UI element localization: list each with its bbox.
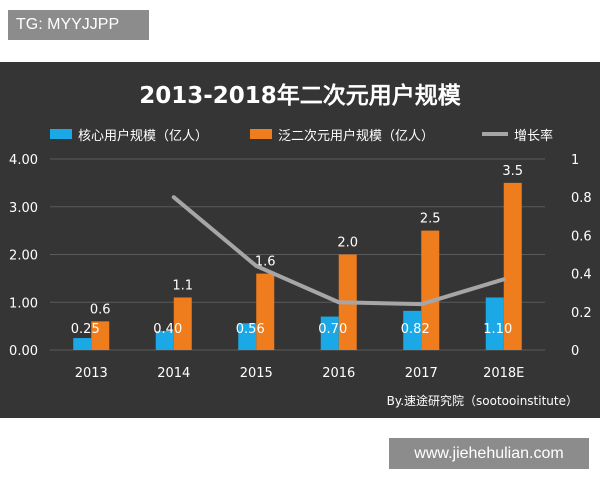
legend-pan-label: 泛二次元用户规模（亿人） <box>278 128 435 144</box>
bar-core <box>403 310 422 350</box>
y2-tick-label: 0 <box>571 344 579 359</box>
bar-pan <box>421 230 440 350</box>
y2-tick-label: 0.8 <box>571 191 592 206</box>
bar-core <box>73 338 92 350</box>
legend-core: 核心用户规模（亿人） <box>50 124 208 144</box>
legend-core-label: 核心用户规模（亿人） <box>78 128 209 144</box>
bar-core <box>320 316 339 350</box>
y-tick-label: 0.00 <box>9 344 38 359</box>
growth-line <box>171 195 506 307</box>
top-tag: TG: MYYJJPP <box>8 10 149 40</box>
bar-pan <box>173 297 192 350</box>
legend-growth-label: 增长率 <box>514 128 554 144</box>
bar-core <box>155 330 174 350</box>
legend-pan: 泛二次元用户规模（亿人） <box>250 124 434 144</box>
source-note: By.速途研究院（sootooinstitute） <box>386 394 578 408</box>
y-tick-label: 3.00 <box>9 201 38 216</box>
legend-growth-line <box>482 132 508 136</box>
legend-core-swatch <box>50 129 72 139</box>
bar-core <box>238 323 257 350</box>
y-tick-label: 2.00 <box>9 249 38 264</box>
chart-title: 2013-2018年二次元用户规模 <box>139 83 461 109</box>
y2-tick-label: 0.6 <box>571 229 592 244</box>
data-label-core: 0.25 <box>71 322 100 337</box>
y2-tick-label: 0.4 <box>571 268 592 283</box>
x-tick-label: 2018E <box>483 366 524 381</box>
x-tick-label: 2014 <box>157 366 190 381</box>
bar-pan <box>91 321 110 350</box>
y-tick-label: 4.00 <box>9 153 38 168</box>
data-label-pan: 0.6 <box>90 302 111 317</box>
watermark: www.jiehehulian.com <box>389 438 589 469</box>
x-tick-label: 2015 <box>240 366 273 381</box>
data-label-core: 0.82 <box>401 322 430 337</box>
y-tick-label: 1.00 <box>9 296 38 311</box>
bar-core <box>485 297 504 350</box>
data-label-pan: 1.1 <box>172 278 193 293</box>
data-label-pan: 2.0 <box>337 236 358 251</box>
x-tick-label: 2013 <box>75 366 108 381</box>
data-label-core: 1.10 <box>483 322 512 337</box>
data-label-pan: 3.5 <box>502 164 523 179</box>
chart-panel: 2013-2018年二次元用户规模 核心用户规模（亿人） 泛二次元用户规模（亿人… <box>0 62 600 418</box>
data-label-core: 0.70 <box>318 322 347 337</box>
legend-growth: 增长率 <box>482 124 553 144</box>
y2-tick-label: 0.2 <box>571 306 592 321</box>
y2-tick-label: 1 <box>571 153 579 168</box>
x-tick-label: 2017 <box>405 366 438 381</box>
bar-pan <box>503 182 522 350</box>
data-label-pan: 2.5 <box>420 212 441 227</box>
chart-plot: 0.00 1.00 2.00 3.00 4.00 0 0.2 0.4 0.6 0.8 1 0.6 0.2… <box>9 153 592 381</box>
x-tick-label: 2016 <box>322 366 355 381</box>
data-label-core: 0.56 <box>236 322 265 337</box>
data-label-core: 0.40 <box>153 322 182 337</box>
legend-pan-swatch <box>250 129 272 139</box>
bar-pan <box>256 273 275 350</box>
